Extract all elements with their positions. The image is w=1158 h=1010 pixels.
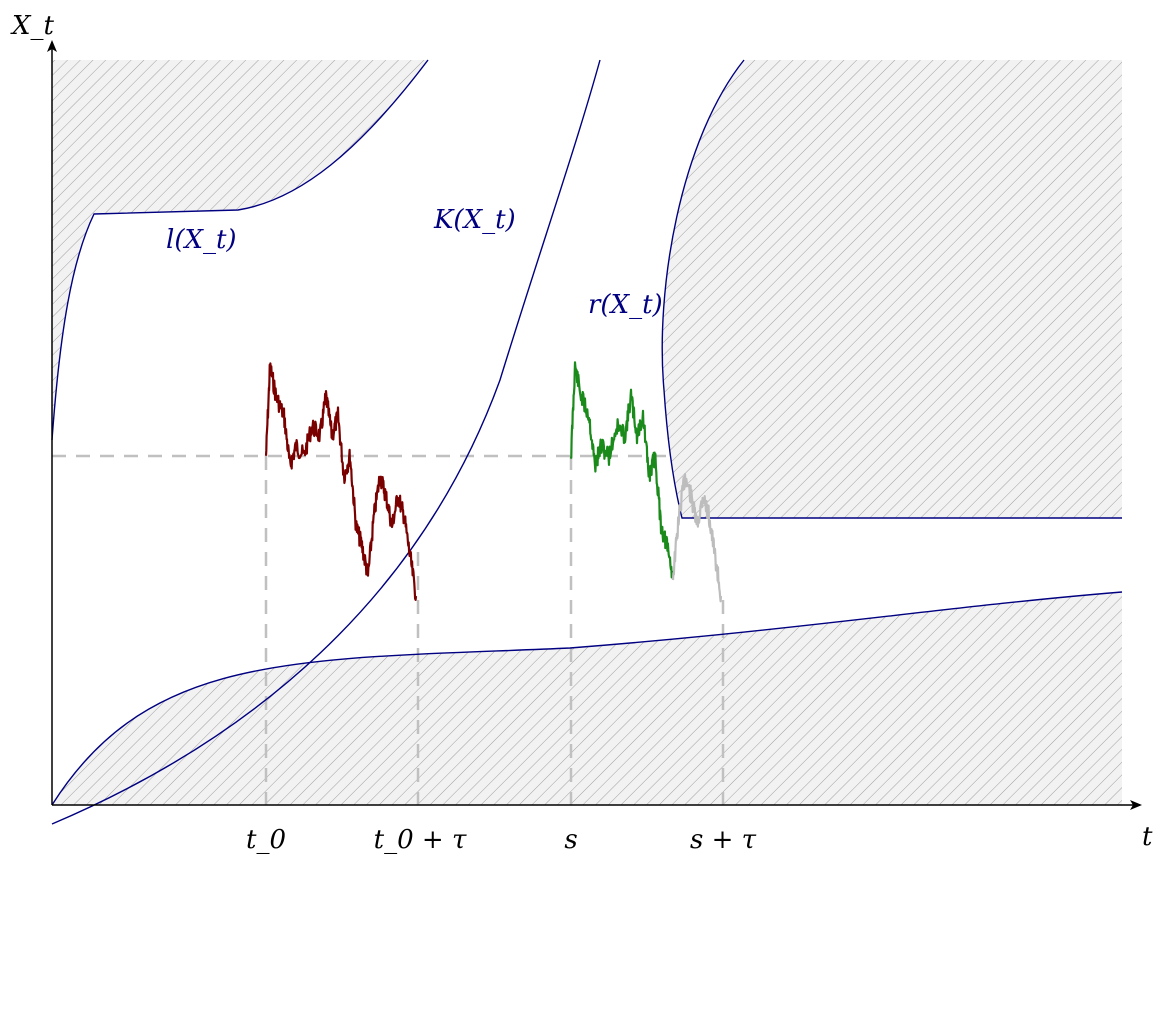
K-curve [51,59,601,825]
lower-boundary-curve [51,591,1123,806]
s-plus-tau-tick-label: s + τ [690,825,757,855]
s-tick-label: s [564,825,577,855]
lower-hatched-region [52,592,1122,805]
K-curve-label: K(X_t) [433,205,516,235]
l-boundary-curve [51,59,429,441]
upper-right-hatched-region [662,60,1122,518]
upper-left-hatched-region [52,60,428,440]
t0-tick-label: t_0 [246,825,286,855]
x-axis-label: t [1142,822,1153,852]
l-curve-label: l(X_t) [166,225,237,255]
sample-path-gray [671,473,723,603]
r-boundary-curve [661,59,1122,519]
y-axis-label: X_t [10,11,55,41]
t0-plus-tau-tick-label: t_0 + τ [374,825,467,855]
r-curve-label: r(X_t) [588,290,663,320]
sample-path-green [569,361,675,579]
sample-path-red [264,362,418,602]
